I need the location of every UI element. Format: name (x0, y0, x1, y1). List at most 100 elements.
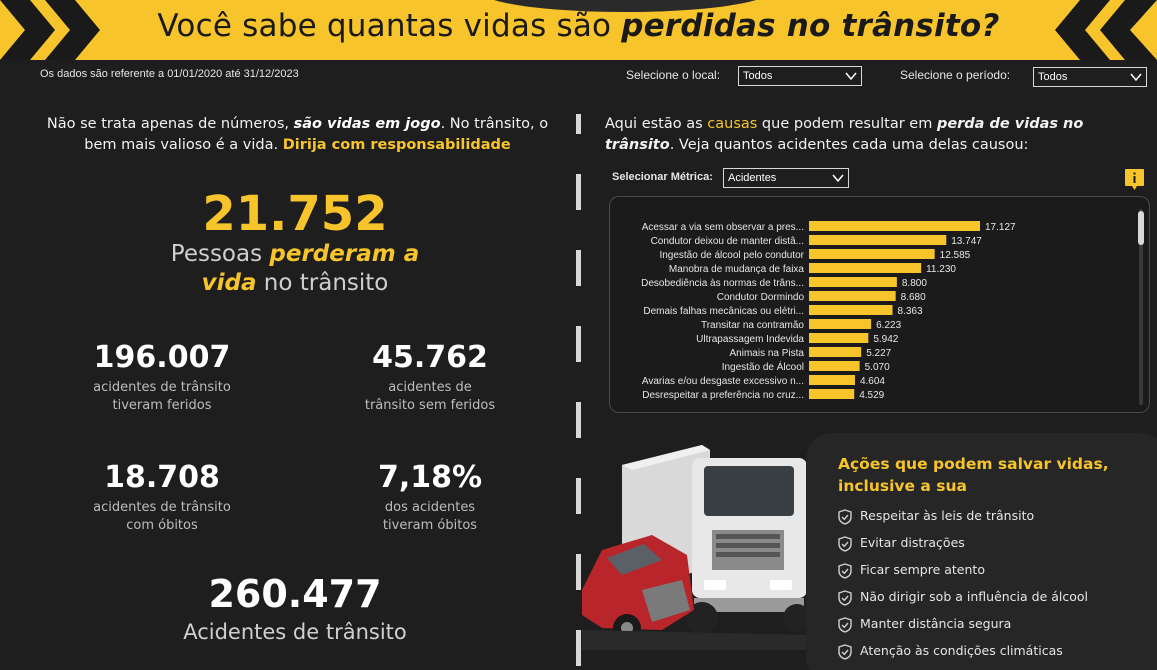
shield-check-icon (838, 644, 852, 660)
shield-check-icon (838, 563, 852, 579)
bar-value-label: 11.230 (926, 264, 956, 275)
local-filter-label: Selecione o local: (626, 68, 721, 82)
category-label: Demais falhas mecânicas ou elétri... (643, 306, 804, 317)
actions-card (806, 433, 1157, 670)
bar[interactable] (809, 291, 896, 301)
shield-check-icon (838, 590, 852, 606)
causes-intro-part1: Aqui estão as (605, 116, 708, 132)
intro-highlight: Dirija com responsabilidade (282, 137, 511, 153)
stat-value: 45.762 (372, 340, 488, 375)
stat-label-line1: dos acidentes (384, 500, 476, 515)
intro-emphasis: são vidas em jogo (293, 116, 441, 132)
lives-lost-label: Pessoas perderam a vida no trânsito (0, 240, 590, 298)
causes-intro-highlight: causas (707, 116, 758, 132)
chart-scrollbar-track[interactable] (1139, 209, 1143, 405)
lost-text1: Pessoas (170, 241, 270, 267)
lost-text2: no trânsito (256, 270, 389, 296)
bar[interactable] (809, 221, 980, 231)
road-divider (576, 114, 581, 666)
bar-value-label: 4.604 (860, 376, 885, 387)
action-item-label: Não dirigir sob a influência de álcool (860, 589, 1089, 604)
bar-value-label: 5.942 (873, 334, 898, 345)
lost-emphasis2: vida (201, 270, 257, 296)
intro-part1: Não se trata apenas de números, (46, 116, 294, 132)
category-label: Desobediência às normas de trâns... (641, 278, 804, 289)
stat-injured: 196.007 acidentes de trânsito tiveram fer… (42, 340, 282, 415)
stat-label-line1: acidentes de trânsito (93, 500, 231, 515)
stat-label-line2: tiveram óbitos (382, 518, 478, 533)
total-accidents-label: Acidentes de trânsito (183, 620, 407, 644)
bar-value-label: 8.800 (902, 278, 927, 289)
metric-select-value: Acidentes (728, 172, 777, 184)
bar[interactable] (809, 375, 855, 385)
headlight-decoration (480, 0, 770, 12)
bar[interactable] (809, 389, 855, 399)
causes-bar-chart: Acessar a via sem observar a pres... 17.1… (641, 221, 1016, 401)
page-title: Você sabe quantas vidas são perdidas no … (0, 0, 1157, 60)
bar[interactable] (809, 333, 869, 343)
causes-chart-panel: Acessar a via sem observar a pres... 17.1… (609, 196, 1150, 413)
stat-label-line2: tiveram feridos (112, 398, 212, 413)
stat-label-line2: trânsito sem feridos (364, 398, 496, 413)
bar-value-label: 8.680 (901, 292, 926, 303)
info-icon[interactable] (1124, 168, 1145, 192)
bar[interactable] (809, 249, 935, 259)
bar[interactable] (809, 361, 860, 371)
stat-no-injured: 45.762 acidentes de trânsito sem feridos (310, 340, 550, 415)
shield-check-icon (838, 536, 852, 552)
bar-value-label: 17.127 (985, 222, 1016, 233)
metric-select[interactable]: Acidentes (723, 168, 849, 188)
chevron-down-icon (845, 72, 857, 81)
stat-deaths-pct: 7,18% dos acidentes tiveram óbitos (310, 460, 550, 535)
action-item-label: Respeitar às leis de trânsito (860, 508, 1035, 523)
category-label: Animais na Pista (730, 348, 805, 359)
stat-label-line1: acidentes de trânsito (93, 380, 231, 395)
bar-value-label: 6.223 (876, 320, 901, 331)
bar[interactable] (809, 263, 922, 273)
causes-intro-part2: que podem resultar em (757, 116, 937, 132)
date-range-note: Os dados são referente a 01/01/2020 até … (40, 68, 299, 80)
chart-scrollbar-thumb[interactable] (1138, 211, 1144, 245)
shield-check-icon (838, 509, 852, 525)
category-label: Manobra de mudança de faixa (669, 264, 805, 275)
bar[interactable] (809, 305, 893, 315)
title-emphasis: perdidas no trânsito? (621, 8, 1000, 44)
header-banner: Você sabe quantas vidas são perdidas no … (0, 0, 1157, 60)
bar-value-label: 5.227 (866, 348, 891, 359)
bar-value-label: 5.070 (865, 362, 890, 373)
intro-text: Não se trata apenas de números, são vida… (30, 114, 565, 156)
causes-intro-text: Aqui estão as causas que podem resultar … (605, 114, 1145, 156)
bar[interactable] (809, 347, 862, 357)
actions-title: Ações que podem salvar vidas, inclusive … (838, 455, 1109, 495)
stat-deaths: 18.708 acidentes de trânsito com óbitos (42, 460, 282, 535)
period-select[interactable]: Todos (1033, 67, 1147, 87)
local-select[interactable]: Todos (738, 66, 862, 86)
stat-value: 196.007 (93, 340, 231, 375)
intro-part2: . No trânsito, o bem mais valioso é a vi… (84, 116, 549, 153)
category-label: Avarias e/ou desgaste excessivo n... (642, 376, 804, 387)
truck-crash-illustration (582, 445, 812, 650)
bar[interactable] (809, 277, 897, 287)
lost-emphasis1: perderam a (269, 241, 420, 267)
chevron-left-decoration (0, 0, 100, 60)
category-label: Transitar na contramão (701, 320, 804, 331)
action-item-label: Atenção às condições climáticas (860, 643, 1063, 658)
stat-value: 7,18% (377, 460, 483, 495)
shield-check-icon (838, 617, 852, 633)
metric-select-label: Selecionar Métrica: (612, 171, 713, 183)
chevron-right-decoration (1055, 0, 1157, 60)
bar[interactable] (809, 319, 872, 329)
action-item-label: Manter distância segura (860, 616, 1012, 631)
chevron-down-icon (832, 174, 844, 183)
action-item-label: Ficar sempre atento (860, 562, 985, 577)
local-select-value: Todos (743, 70, 773, 82)
bar[interactable] (809, 235, 947, 245)
category-label: Ingestão de álcool pelo condutor (659, 250, 804, 261)
bar-value-label: 4.529 (859, 390, 884, 401)
causes-intro-part3: . Veja quantos acidentes cada uma delas … (669, 137, 1029, 153)
period-select-value: Todos (1038, 71, 1068, 83)
category-label: Condutor Dormindo (717, 292, 805, 303)
action-item-label: Evitar distrações (860, 535, 965, 550)
bar-value-label: 12.585 (940, 250, 971, 261)
title-prefix: Você sabe quantas vidas são (157, 8, 622, 44)
